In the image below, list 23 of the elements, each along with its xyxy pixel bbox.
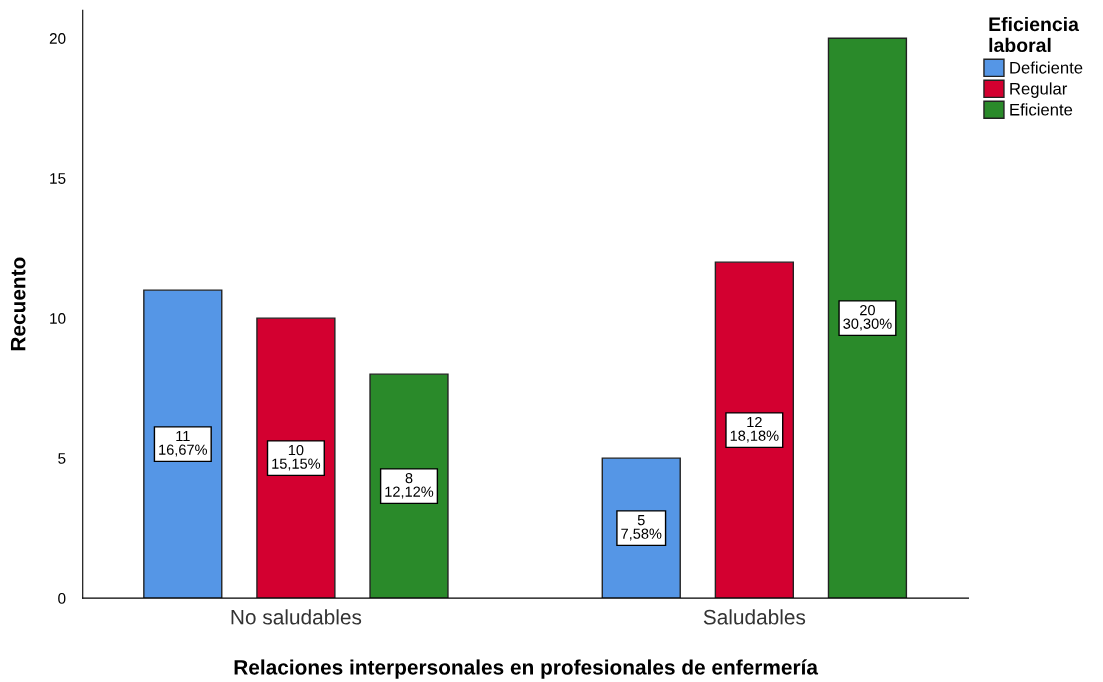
legend-label: Deficiente [1010, 61, 1083, 74]
y-tick-label: 15 [50, 173, 66, 184]
x-tick-label: Saludables [703, 609, 806, 625]
y-tick-label: 20 [49, 33, 66, 44]
bar [714, 261, 795, 599]
data-label: 10 15,15% [272, 444, 321, 471]
data-label: 12 18,18% [730, 416, 779, 443]
data-label: 8 12,12% [385, 472, 434, 499]
x-axis-title: Relaciones interpersonales en profesionales de enfermería [234, 659, 819, 679]
y-tick-label: 10 [50, 313, 66, 324]
legend-title: Eficiencia laboral [989, 16, 1080, 53]
x-tick-label: No saludables [231, 609, 362, 625]
bar [143, 289, 223, 599]
legend-label: Eficiente [1010, 103, 1073, 116]
data-label: 20 30,30% [843, 304, 892, 331]
legend-label: Regular [1010, 82, 1068, 98]
y-axis-title: Recuento [10, 257, 26, 351]
data-label: 11 16,67% [159, 431, 208, 457]
bar [256, 317, 336, 599]
data-label: 5 7,58% [621, 515, 662, 541]
bar [827, 37, 908, 599]
y-tick-label: 0 [58, 592, 66, 604]
y-tick-label: 5 [58, 453, 66, 464]
